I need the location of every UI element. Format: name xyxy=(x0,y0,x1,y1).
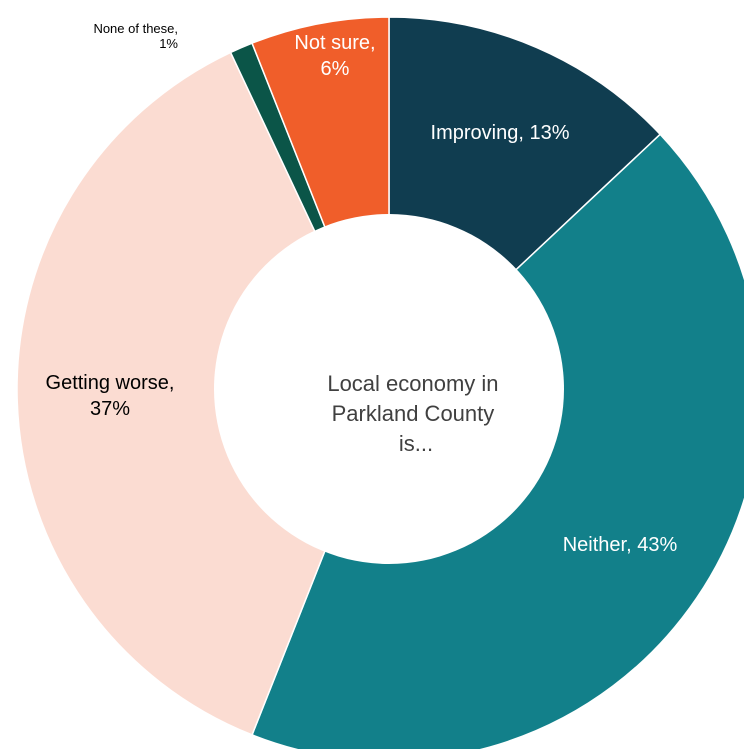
slice-label-2-line-0: Getting worse, xyxy=(46,372,175,394)
slice-label-2: Getting worse, 37% xyxy=(46,372,175,420)
slice-label-4-line-0: Not sure, xyxy=(294,32,375,54)
slice-label-2-line-1: 37% xyxy=(90,398,130,420)
slice-2 xyxy=(16,51,390,736)
slice-label-3-line-0: None of these, xyxy=(93,21,178,36)
donut-hole xyxy=(214,214,564,564)
slice-label-0: Improving, 13% xyxy=(431,122,570,144)
slice-label-4-line-1: 6% xyxy=(321,58,350,80)
slice-label-0-line-0: Improving, 13% xyxy=(431,122,570,144)
center-label: Local economy in Parkland County is... xyxy=(327,371,504,456)
slice-labels-layer: Improving, 13% Neither, 43% Getting worse,… xyxy=(46,21,678,556)
slice-label-1-line-0: Neither, 43% xyxy=(563,534,678,556)
slice-label-3: None of these, 1% xyxy=(93,21,178,51)
slice-label-3-line-1: 1% xyxy=(159,36,178,51)
center-label-line-3: is... xyxy=(399,431,433,456)
slice-label-1: Neither, 43% xyxy=(563,534,678,556)
slice-label-4: Not sure, 6% xyxy=(294,32,375,80)
center-label-line-2: Parkland County xyxy=(332,401,495,426)
center-label-line-1: Local economy in xyxy=(327,371,498,396)
